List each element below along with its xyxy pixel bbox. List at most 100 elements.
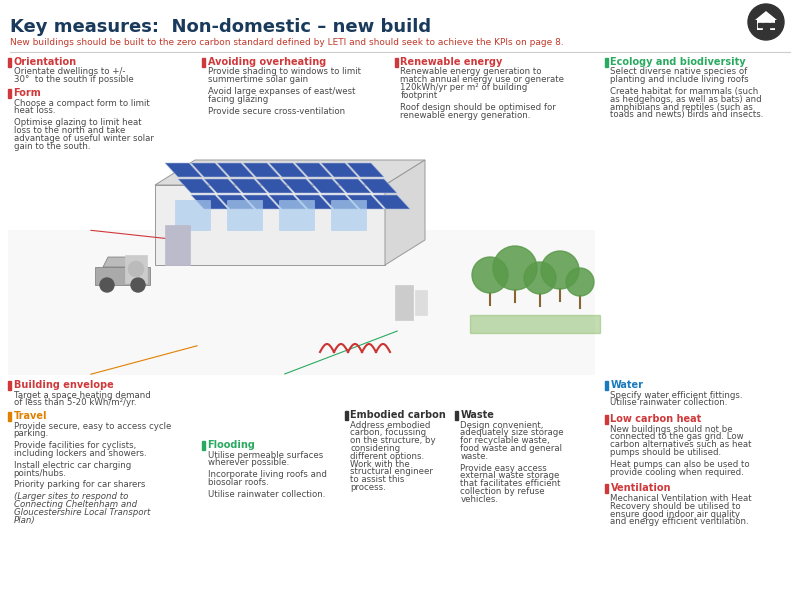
Text: Renewable energy: Renewable energy xyxy=(401,57,503,67)
Polygon shape xyxy=(334,179,371,193)
Text: summertime solar gain: summertime solar gain xyxy=(207,75,308,84)
Bar xyxy=(8,381,10,389)
Polygon shape xyxy=(347,163,384,177)
Polygon shape xyxy=(385,160,425,265)
Bar xyxy=(470,315,600,333)
Polygon shape xyxy=(95,267,150,285)
Bar xyxy=(202,58,205,67)
Text: that facilitates efficient: that facilitates efficient xyxy=(461,479,561,488)
Text: Water: Water xyxy=(610,380,643,390)
Text: Provide easy access: Provide easy access xyxy=(461,464,547,473)
Bar xyxy=(345,411,347,419)
Polygon shape xyxy=(191,195,228,209)
Circle shape xyxy=(128,261,144,277)
Text: process.: process. xyxy=(350,483,386,492)
Text: Avoiding overheating: Avoiding overheating xyxy=(207,57,326,67)
Text: Install electric car charging: Install electric car charging xyxy=(14,461,130,470)
Text: adequately size storage: adequately size storage xyxy=(461,428,564,437)
Text: for recyclable waste,: for recyclable waste, xyxy=(461,436,550,445)
Text: Roof design should be optimised for: Roof design should be optimised for xyxy=(401,103,556,112)
Text: vehicles.: vehicles. xyxy=(461,495,498,504)
Circle shape xyxy=(748,4,784,40)
Polygon shape xyxy=(269,195,306,209)
Polygon shape xyxy=(282,179,319,193)
Text: New buildings should be built to the zero carbon standard defined by LETI and sh: New buildings should be built to the zer… xyxy=(10,38,564,47)
Circle shape xyxy=(100,278,114,292)
Text: facing glazing: facing glazing xyxy=(207,95,268,104)
Text: Orientation: Orientation xyxy=(14,57,77,67)
Polygon shape xyxy=(755,11,777,20)
Text: Design convenient,: Design convenient, xyxy=(461,421,544,430)
Polygon shape xyxy=(321,163,358,177)
Bar xyxy=(125,255,147,283)
Polygon shape xyxy=(217,163,254,177)
Text: Utilise permeable surfaces: Utilise permeable surfaces xyxy=(207,451,322,460)
Text: wherever possible.: wherever possible. xyxy=(207,458,289,467)
Text: advantage of useful winter solar: advantage of useful winter solar xyxy=(14,134,154,143)
Bar xyxy=(202,441,205,449)
Polygon shape xyxy=(230,179,267,193)
Text: ensure good indoor air quality: ensure good indoor air quality xyxy=(610,509,741,518)
Bar xyxy=(395,58,398,67)
Polygon shape xyxy=(295,163,332,177)
Text: 30°  to the south if possible: 30° to the south if possible xyxy=(14,75,134,84)
Text: Avoid large expanses of east/west: Avoid large expanses of east/west xyxy=(207,87,355,96)
Text: food waste and general: food waste and general xyxy=(461,444,562,453)
Text: Travel: Travel xyxy=(14,411,47,421)
Polygon shape xyxy=(217,195,254,209)
Text: Create habitat for mammals (such: Create habitat for mammals (such xyxy=(610,87,758,96)
Polygon shape xyxy=(373,195,410,209)
Polygon shape xyxy=(347,195,384,209)
Text: Low carbon heat: Low carbon heat xyxy=(610,414,702,424)
Polygon shape xyxy=(308,179,345,193)
Text: external waste storage: external waste storage xyxy=(461,472,560,481)
Text: Mechanical Ventilation with Heat: Mechanical Ventilation with Heat xyxy=(610,494,752,503)
Bar xyxy=(770,23,774,27)
Text: Provide secure cross-ventilation: Provide secure cross-ventilation xyxy=(207,107,345,116)
Text: amphibians and reptiles (such as: amphibians and reptiles (such as xyxy=(610,103,754,112)
Text: Ecology and biodiversity: Ecology and biodiversity xyxy=(610,57,746,67)
Text: Embodied carbon: Embodied carbon xyxy=(350,410,446,420)
Polygon shape xyxy=(165,163,202,177)
Text: Utilise rainwater collection.: Utilise rainwater collection. xyxy=(207,490,325,499)
Polygon shape xyxy=(256,179,293,193)
Circle shape xyxy=(541,251,579,289)
Polygon shape xyxy=(191,163,228,177)
Text: gain to the south.: gain to the south. xyxy=(14,142,90,151)
Text: connected to the gas grid. Low: connected to the gas grid. Low xyxy=(610,433,744,442)
Text: Specify water efficient fittings.: Specify water efficient fittings. xyxy=(610,391,743,400)
Text: parking.: parking. xyxy=(14,430,49,439)
Text: Optimise glazing to limit heat: Optimise glazing to limit heat xyxy=(14,118,141,127)
Text: carbon, focussing: carbon, focussing xyxy=(350,428,426,437)
Text: footprint: footprint xyxy=(401,91,438,100)
Text: Utilise rainwater collection.: Utilise rainwater collection. xyxy=(610,398,728,407)
Bar xyxy=(455,411,458,419)
Bar xyxy=(605,58,607,67)
Text: Building envelope: Building envelope xyxy=(14,380,114,390)
Circle shape xyxy=(524,262,556,294)
Bar xyxy=(605,381,607,389)
Bar xyxy=(8,230,595,375)
Text: Address embodied: Address embodied xyxy=(350,421,431,430)
Polygon shape xyxy=(360,179,397,193)
Text: considering: considering xyxy=(350,444,401,453)
Text: Recovery should be utilised to: Recovery should be utilised to xyxy=(610,502,741,511)
Text: Renewable energy generation to: Renewable energy generation to xyxy=(401,67,542,76)
Text: Choose a compact form to limit: Choose a compact form to limit xyxy=(14,98,150,107)
Bar xyxy=(227,200,262,230)
Text: Provide facilities for cyclists,: Provide facilities for cyclists, xyxy=(14,441,136,450)
Text: Key measures:  Non-domestic – new build: Key measures: Non-domestic – new build xyxy=(10,18,431,36)
Text: to assist this: to assist this xyxy=(350,475,405,484)
Circle shape xyxy=(131,278,145,292)
Bar xyxy=(8,412,10,421)
Text: Plan): Plan) xyxy=(14,515,35,524)
Text: planting and include living roofs: planting and include living roofs xyxy=(610,75,749,84)
Text: Select diverse native species of: Select diverse native species of xyxy=(610,67,748,76)
Text: of less than 5-20 kWh/m²/yr.: of less than 5-20 kWh/m²/yr. xyxy=(14,398,136,407)
Bar xyxy=(605,415,607,424)
Polygon shape xyxy=(178,179,215,193)
Text: biosolar roofs.: biosolar roofs. xyxy=(207,478,268,487)
Text: heat loss.: heat loss. xyxy=(14,106,55,115)
Bar xyxy=(279,200,314,230)
Text: match annual energy use or generate: match annual energy use or generate xyxy=(401,75,565,84)
